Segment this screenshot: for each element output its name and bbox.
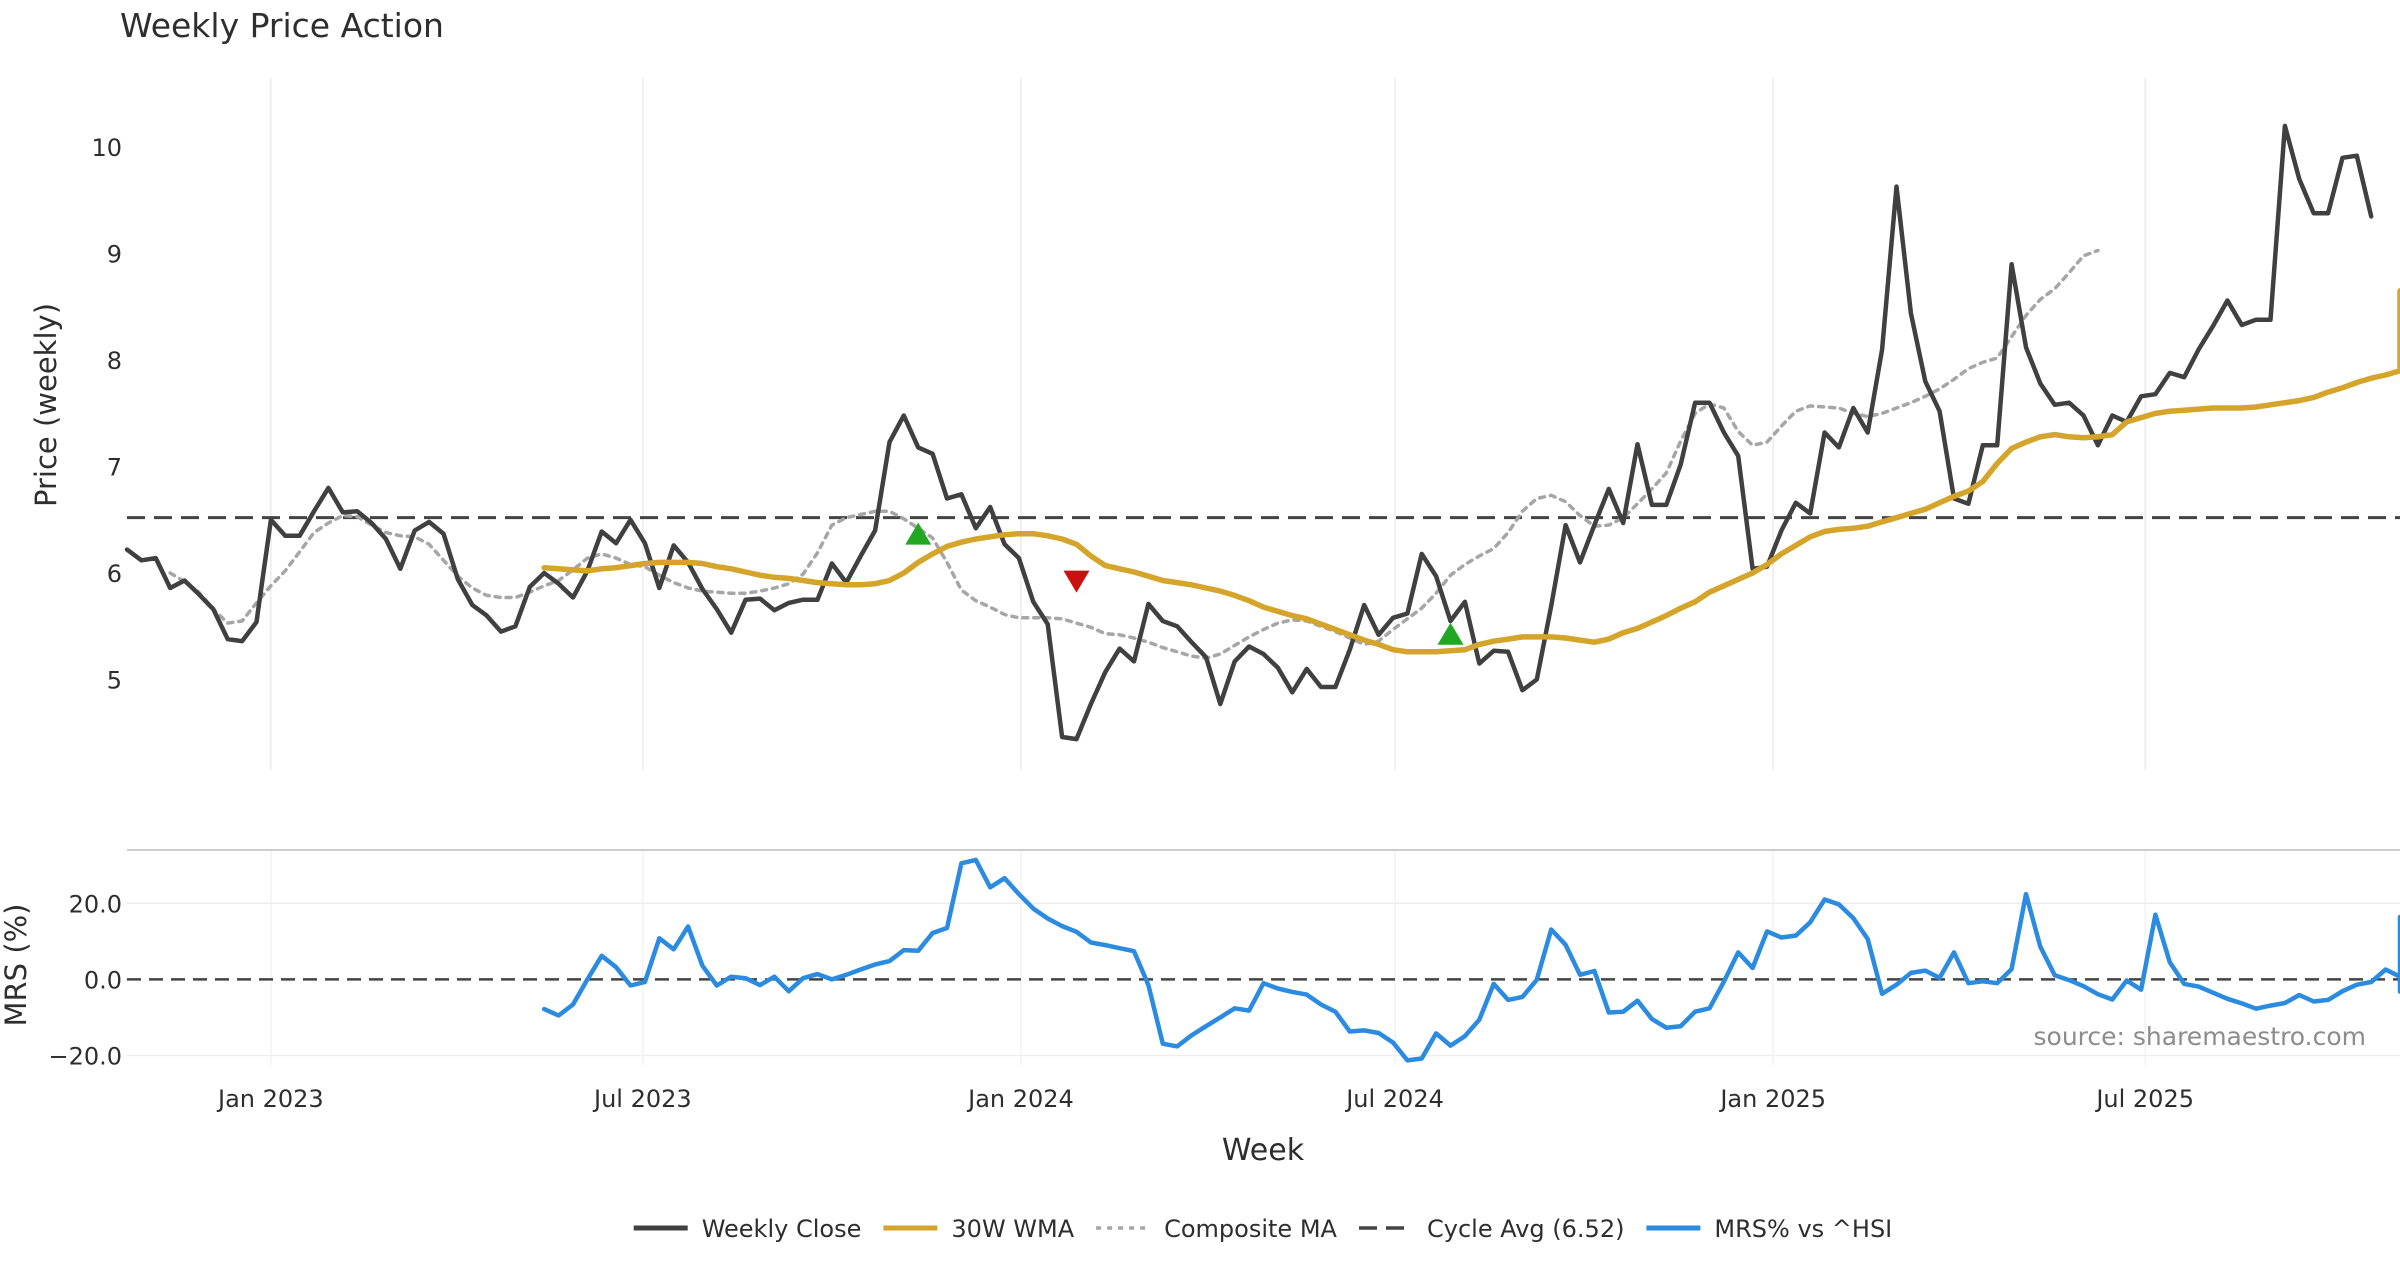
- composite-ma-line: [168, 248, 2100, 660]
- legend-item: 30W WMA: [883, 1215, 1075, 1243]
- x-tick-label: Jul 2024: [1344, 1085, 1444, 1113]
- x-axis-label: Week: [1222, 1133, 1305, 1168]
- signal-markers: [905, 522, 1464, 645]
- legend-item: Composite MA: [1096, 1215, 1338, 1243]
- x-tick-labels: Jan 2023 Jul 2023 Jan 2024 Jul 2024 Jan 2025…: [216, 1085, 2194, 1113]
- price-y-tick-labels: 5 6 7 8 9 10: [91, 134, 122, 694]
- mrs-y-tick-labels: 20.0 0.0 −20.0: [48, 890, 122, 1070]
- price-y-tick-label: 8: [107, 347, 122, 375]
- chart-title: Weekly Price Action: [120, 6, 444, 45]
- price-y-tick-label: 5: [107, 667, 122, 695]
- legend-label: Weekly Close: [702, 1215, 862, 1243]
- weekly-close-line: [124, 123, 2374, 742]
- x-tick-label: Jan 2025: [1718, 1085, 1826, 1113]
- mrs-y-tick-label: −20.0: [48, 1042, 122, 1070]
- price-series: [124, 123, 2400, 742]
- x-tick-label: Jul 2023: [592, 1085, 692, 1113]
- mrs-series: [127, 857, 2400, 1063]
- price-y-axis-label: Price (weekly): [29, 303, 63, 507]
- x-tick-label: Jul 2025: [2094, 1085, 2194, 1113]
- wma-30w-line: [541, 288, 2400, 655]
- mrs-line: [541, 857, 2400, 1063]
- price-y-tick-label: 10: [91, 134, 122, 162]
- source-note: source: sharemaestro.com: [2034, 1022, 2367, 1051]
- x-tick-label: Jan 2023: [216, 1085, 324, 1113]
- buy-signal-marker: [905, 522, 932, 545]
- legend-item: MRS% vs ^HSI: [1646, 1215, 1892, 1243]
- legend: Weekly Close 30W WMA Composite MA Cycle Avg…: [633, 1215, 1892, 1243]
- price-panel-grid: [270, 78, 2146, 770]
- legend-label: MRS% vs ^HSI: [1714, 1215, 1892, 1243]
- mrs-y-axis-label: MRS (%): [0, 904, 33, 1027]
- legend-item: Weekly Close: [633, 1215, 862, 1243]
- price-y-tick-label: 7: [107, 454, 122, 482]
- mrs-panel-grid: [127, 850, 2400, 1065]
- sell-signal-marker: [1063, 570, 1090, 593]
- legend-item: Cycle Avg (6.52): [1359, 1215, 1624, 1243]
- legend-label: 30W WMA: [951, 1215, 1074, 1243]
- legend-label: Cycle Avg (6.52): [1427, 1215, 1624, 1243]
- mrs-y-tick-label: 0.0: [84, 966, 122, 994]
- x-tick-label: Jan 2024: [966, 1085, 1074, 1113]
- buy-signal-marker: [1437, 622, 1464, 645]
- mrs-y-tick-label: 20.0: [69, 890, 122, 918]
- price-y-tick-label: 9: [107, 241, 122, 269]
- price-y-tick-label: 6: [107, 560, 122, 588]
- legend-label: Composite MA: [1164, 1215, 1337, 1243]
